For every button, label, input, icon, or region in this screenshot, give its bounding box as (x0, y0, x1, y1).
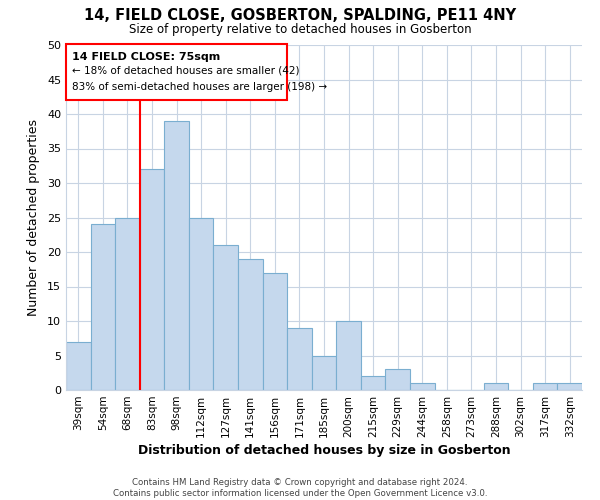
Bar (263, 272, 287, 390)
X-axis label: Distribution of detached houses by size in Gosberton: Distribution of detached houses by size … (137, 444, 511, 457)
Bar (91, 224, 115, 390)
Bar (336, 321, 361, 390)
Bar (410, 383, 434, 390)
Bar (214, 245, 238, 390)
Bar (164, 121, 189, 390)
Bar (115, 218, 140, 390)
Bar (189, 218, 214, 390)
Bar (557, 383, 582, 390)
Bar (484, 383, 508, 390)
Text: 14, FIELD CLOSE, GOSBERTON, SPALDING, PE11 4NY: 14, FIELD CLOSE, GOSBERTON, SPALDING, PE… (84, 8, 516, 22)
Y-axis label: Number of detached properties: Number of detached properties (27, 119, 40, 316)
Bar (533, 383, 557, 390)
Bar (287, 328, 312, 390)
Text: 83% of semi-detached houses are larger (198) →: 83% of semi-detached houses are larger (… (72, 82, 327, 92)
Bar (66, 342, 91, 390)
Bar (361, 376, 385, 390)
Bar (238, 259, 263, 390)
Text: 14 FIELD CLOSE: 75sqm: 14 FIELD CLOSE: 75sqm (72, 52, 220, 62)
Text: ← 18% of detached houses are smaller (42): ← 18% of detached houses are smaller (42… (72, 66, 299, 76)
Text: Size of property relative to detached houses in Gosberton: Size of property relative to detached ho… (128, 22, 472, 36)
FancyBboxPatch shape (66, 44, 287, 100)
Bar (140, 169, 164, 390)
Bar (385, 370, 410, 390)
Text: Contains HM Land Registry data © Crown copyright and database right 2024.
Contai: Contains HM Land Registry data © Crown c… (113, 478, 487, 498)
Bar (312, 356, 336, 390)
